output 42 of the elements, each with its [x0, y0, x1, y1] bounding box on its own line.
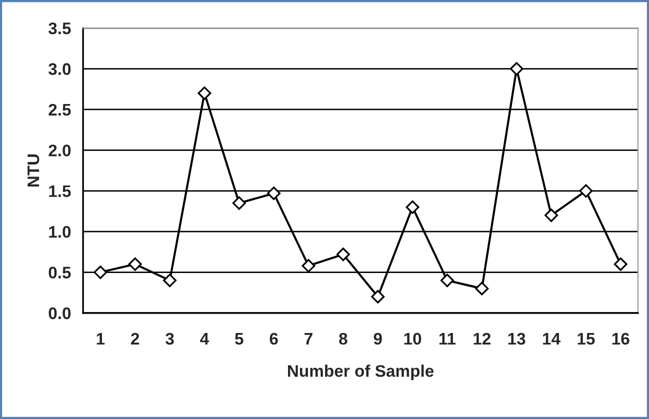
x-tick-label: 15 — [578, 333, 595, 345]
x-tick-label: 11 — [439, 333, 456, 345]
point — [267, 186, 281, 200]
point — [406, 200, 420, 214]
x-tick-label: 13 — [508, 332, 526, 345]
y-tick-label: 1.5 — [49, 185, 71, 198]
y-tick-label: 0.5 — [48, 266, 71, 278]
x-tick-label: 16 — [612, 332, 630, 345]
x-tick-label: 6 — [270, 332, 278, 345]
x-tick-label: 7 — [304, 333, 312, 345]
point — [614, 257, 628, 271]
y-tick-label: 2.0 — [48, 144, 71, 156]
point — [232, 196, 246, 210]
y-tick-label: 3.5 — [48, 22, 71, 34]
point — [475, 282, 489, 296]
point — [510, 62, 524, 76]
x-tick-label: 12 — [474, 332, 491, 345]
point — [198, 86, 212, 100]
point — [336, 248, 350, 262]
x-tick-label: 1 — [96, 333, 105, 345]
x-tick-label: 14 — [543, 333, 560, 345]
point — [371, 290, 385, 304]
point — [128, 257, 142, 271]
y-tick-label: 0.0 — [48, 307, 71, 320]
point — [302, 259, 316, 273]
point — [440, 274, 454, 288]
y-tick-label: 3.0 — [48, 63, 71, 75]
point — [579, 184, 593, 198]
y-tick-label: 1.0 — [49, 226, 71, 238]
point — [544, 208, 558, 222]
x-tick-label: 3 — [166, 332, 174, 345]
x-axis-title: Number of Sample — [288, 364, 434, 380]
y-axis-title: NTU — [28, 154, 40, 187]
x-tick-label: 5 — [235, 333, 244, 345]
y-tick-label: 2.5 — [48, 104, 71, 116]
point — [94, 266, 108, 280]
x-tick-label: 4 — [200, 333, 209, 345]
x-tick-label: 10 — [404, 332, 422, 345]
point — [163, 274, 177, 288]
x-tick-label: 9 — [374, 332, 382, 345]
x-tick-label: 2 — [131, 332, 140, 345]
x-tick-label: 8 — [339, 332, 348, 345]
